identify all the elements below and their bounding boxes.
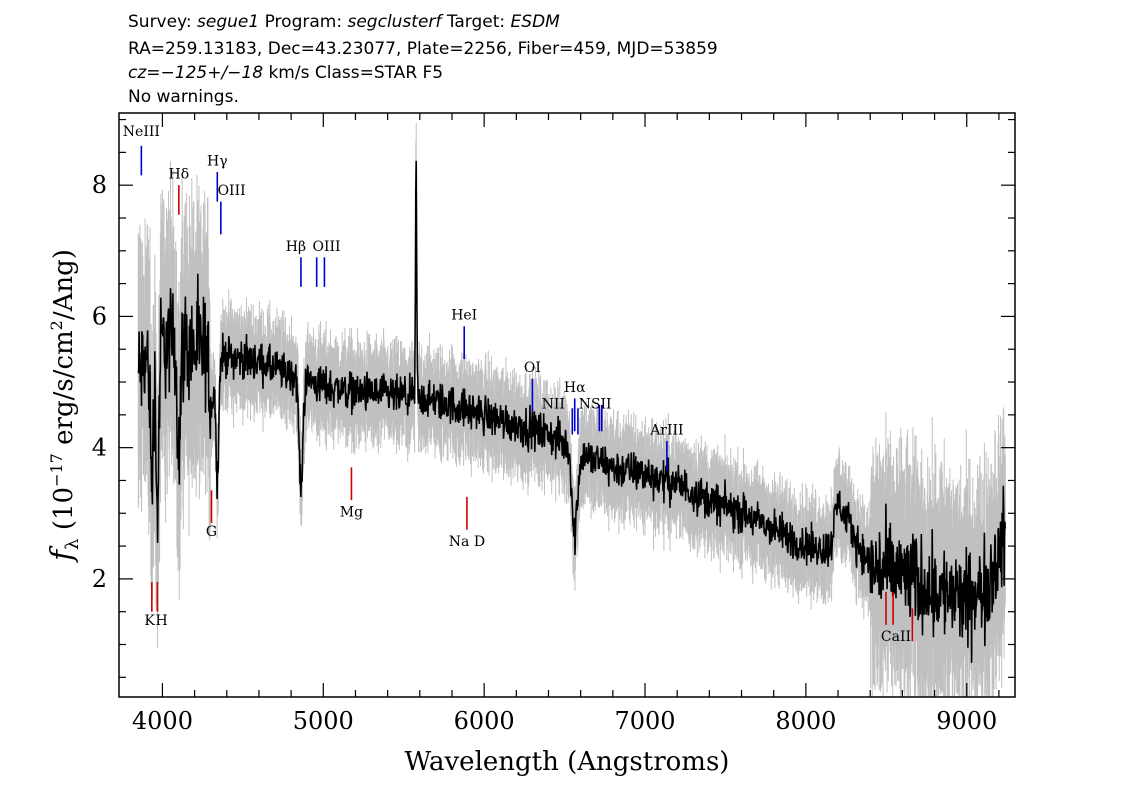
line-label: Hβ bbox=[286, 239, 306, 255]
line-label: G bbox=[206, 524, 217, 540]
header-line-1: Survey: segue1 Program: segclusterf Targ… bbox=[128, 12, 560, 32]
y-tick-label: 2 bbox=[92, 565, 107, 593]
line-label: Hγ bbox=[207, 153, 228, 169]
line-label: HeI bbox=[451, 308, 477, 324]
x-tick-label: 4000 bbox=[132, 707, 193, 735]
y-axis-unit-2: erg/s/cm bbox=[49, 330, 79, 453]
y-axis-exponent-2: 2 bbox=[47, 320, 66, 330]
plot-frame bbox=[118, 112, 1016, 698]
x-tick-label: 6000 bbox=[454, 707, 515, 735]
line-label: OI bbox=[524, 360, 541, 376]
x-axis-title: Wavelength (Angstroms) bbox=[405, 747, 730, 777]
header-line-3: cz=−125+/−18 km/s Class=STAR F5 bbox=[128, 63, 443, 83]
line-label: NeIII bbox=[123, 124, 160, 140]
x-tick-label: 9000 bbox=[936, 707, 997, 735]
y-tick-label: 6 bbox=[92, 302, 107, 330]
line-label: OIII bbox=[312, 239, 340, 255]
plot-area bbox=[137, 122, 1007, 697]
x-tick-label: 8000 bbox=[775, 707, 836, 735]
y-axis-exponent: −17 bbox=[47, 453, 66, 487]
class-text: km/s Class=STAR F5 bbox=[263, 63, 444, 83]
line-label: K bbox=[144, 613, 155, 629]
flux-line bbox=[137, 160, 1007, 663]
axes: 4000 5000 6000 7000 8000 9000 2 4 6 8 bbox=[92, 113, 1015, 735]
target-value: ESDM bbox=[510, 12, 560, 32]
y-axis-unit-3: /Ang) bbox=[49, 249, 79, 320]
line-label: Na D bbox=[449, 534, 485, 550]
header-line-4: No warnings. bbox=[128, 87, 239, 107]
program-label: Program: bbox=[264, 12, 343, 32]
cz-value: −125+/−18 bbox=[160, 63, 264, 83]
error-band bbox=[137, 122, 1006, 697]
target-label: Target: bbox=[446, 12, 506, 32]
header-line-2: RA=259.13183, Dec=43.23077, Plate=2256, … bbox=[128, 39, 718, 59]
line-label: CaII bbox=[881, 629, 911, 645]
y-tick-label: 8 bbox=[92, 171, 107, 199]
y-tick-label: 4 bbox=[92, 434, 107, 462]
x-tick-label: 7000 bbox=[614, 707, 675, 735]
line-label: Mg bbox=[340, 505, 363, 521]
survey-value: segue1 bbox=[197, 12, 260, 32]
line-label: NII bbox=[542, 396, 565, 412]
x-tick-label: 5000 bbox=[293, 707, 354, 735]
program-value: segclusterf bbox=[347, 12, 442, 32]
survey-label: Survey: bbox=[128, 12, 192, 32]
y-axis-subscript: λ bbox=[62, 538, 83, 549]
line-label: NSII bbox=[579, 396, 612, 412]
cz-label: cz= bbox=[128, 63, 161, 83]
line-label: OIII bbox=[218, 183, 246, 199]
y-axis-unit-1: (10 bbox=[49, 487, 79, 539]
y-axis-title: fλ (10−17 erg/s/cm2/Ang) bbox=[45, 249, 83, 563]
line-label: H bbox=[156, 613, 168, 629]
line-label: Hα bbox=[564, 380, 586, 396]
line-label: Hδ bbox=[169, 167, 190, 183]
line-label: ArIII bbox=[649, 423, 683, 439]
